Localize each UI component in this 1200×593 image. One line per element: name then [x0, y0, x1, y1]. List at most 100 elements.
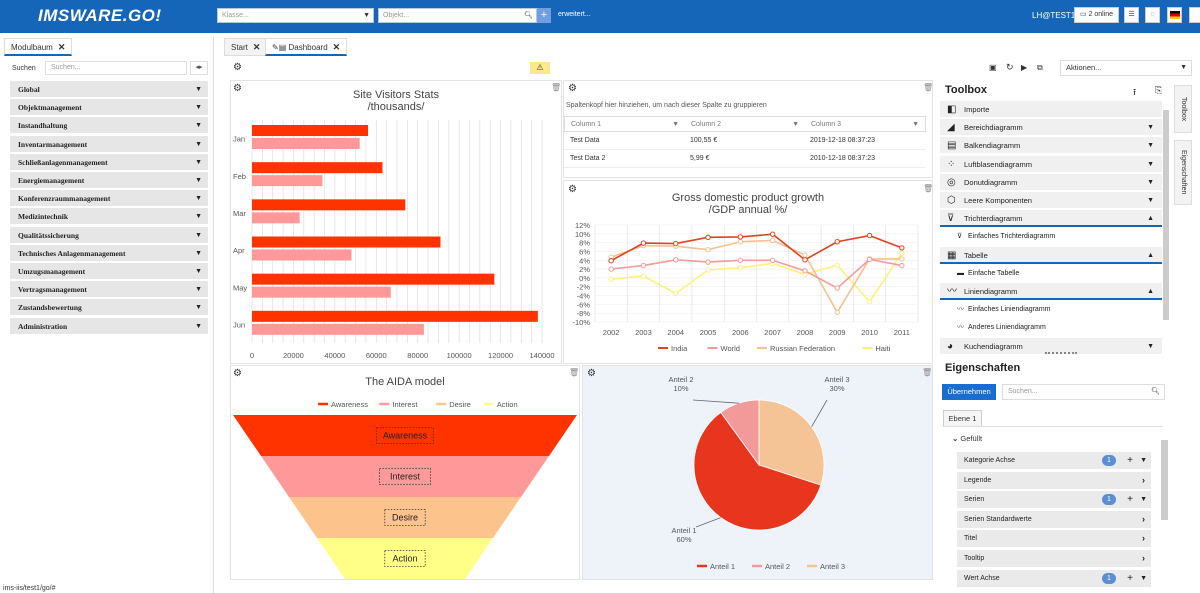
menu-item[interactable]: Objektmanagement ▼ — [10, 99, 208, 117]
chevron-up-icon[interactable]: ▲ — [1147, 288, 1154, 295]
chevron-down-icon[interactable]: ▼ — [1147, 178, 1154, 186]
data-point[interactable] — [899, 256, 905, 262]
data-point[interactable] — [802, 252, 808, 258]
upload-icon[interactable]: ⭱ — [1133, 87, 1137, 97]
delete-icon[interactable]: 🗑︎ — [923, 83, 934, 92]
property-item[interactable]: Legende › — [957, 471, 1151, 489]
data-point[interactable] — [899, 250, 905, 256]
legend-label[interactable]: Haiti — [875, 344, 890, 353]
series-line[interactable] — [611, 258, 903, 290]
tab-dashboard[interactable]: ✎▤ Dashboard ✕ — [265, 38, 348, 56]
menu-item[interactable]: Medizintechnik ▼ — [10, 208, 208, 226]
tab-properties-vertical[interactable]: Eigenschaften — [1174, 140, 1192, 205]
app-logo[interactable]: IMSWARE.GO! — [38, 6, 162, 26]
series-line[interactable] — [611, 252, 903, 304]
toolbox-item[interactable]: 〰 Liniendiagramm ▲ — [940, 283, 1162, 300]
tree-search-input[interactable]: Suchen... — [45, 61, 187, 75]
toolbox-subitem[interactable]: 〰 Einfaches Liniendiagramm — [940, 301, 1162, 319]
property-item[interactable]: Wert Achse 1 + ▼ — [957, 569, 1151, 587]
data-point[interactable] — [802, 257, 808, 263]
menu-item[interactable]: Vertragsmanagement ▼ — [10, 281, 208, 299]
tab-start[interactable]: Start ✕ — [224, 38, 268, 56]
chevron-right-icon[interactable]: › — [1142, 553, 1145, 563]
menu-item[interactable]: Inventarmanagement ▼ — [10, 135, 208, 153]
chevron-right-icon[interactable]: › — [1142, 533, 1145, 544]
data-point[interactable] — [769, 237, 776, 244]
chevron-up-icon[interactable]: ▲ — [1147, 215, 1154, 223]
data-point[interactable] — [705, 234, 711, 241]
toolbox-subitem[interactable]: ⊽ Einfaches Trichterdiagramm — [940, 228, 1162, 246]
data-point[interactable] — [705, 259, 711, 265]
panel-settings-icon[interactable]: ⚙ — [233, 83, 242, 94]
add-icon[interactable]: + — [1127, 572, 1133, 584]
toolbox-item[interactable]: ▦ Tabelle ▲ — [940, 246, 1162, 264]
toolbox-item[interactable]: ◎ Donutdiagramm ▼ — [940, 173, 1162, 191]
online-users-button[interactable]: ▭ 2 online — [1074, 7, 1119, 23]
filter-icon[interactable]: ▼ — [792, 121, 799, 128]
funnel-segment[interactable] — [289, 497, 521, 538]
data-point[interactable] — [705, 267, 711, 273]
chevron-down-icon[interactable]: ▼ — [1147, 342, 1154, 350]
advanced-link[interactable]: erweitert... — [558, 11, 591, 18]
toolbox-scrollbar[interactable] — [1163, 110, 1169, 320]
toolbox-item[interactable]: ◢ Bereichdiagramm ▼ — [940, 119, 1162, 137]
data-point[interactable] — [899, 262, 905, 269]
bar-series-a[interactable] — [252, 310, 538, 322]
more-button[interactable] — [1189, 7, 1200, 23]
table-row[interactable]: Test Data 100,55 € 2019-12-18 08:37:23 — [564, 132, 926, 150]
menu-item[interactable]: Konferenzraummanagement ▼ — [10, 190, 208, 208]
data-point[interactable] — [866, 299, 873, 305]
data-point[interactable] — [802, 268, 808, 274]
data-point[interactable] — [737, 257, 744, 263]
legend-label[interactable]: Desire — [449, 400, 471, 409]
funnel-segment[interactable] — [261, 456, 549, 497]
data-point[interactable] — [899, 245, 905, 251]
legend-label[interactable]: Anteil 3 — [820, 562, 845, 571]
close-icon[interactable]: ✕ — [57, 42, 66, 52]
object-input[interactable]: Objekt... 🔍︎ — [378, 8, 537, 23]
data-point[interactable] — [608, 258, 614, 264]
add-icon[interactable]: + — [1127, 455, 1133, 466]
add-button[interactable]: + — [537, 8, 551, 23]
property-item[interactable]: Serien 1 + ▼ — [957, 491, 1151, 509]
bar-series-a[interactable] — [252, 199, 406, 211]
data-point[interactable] — [673, 240, 679, 247]
dashboard-settings-icon[interactable]: ⚙ — [233, 62, 242, 73]
warning-icon[interactable]: ⚠ — [530, 62, 550, 74]
toolbox-item[interactable]: ⊽ Trichterdiagramm ▲ — [940, 210, 1162, 228]
panel-settings-icon[interactable]: ⚙ — [233, 368, 242, 379]
bar-series-a[interactable] — [252, 162, 383, 174]
bar-series-b[interactable] — [252, 212, 300, 224]
pie-slice[interactable] — [693, 411, 822, 531]
column-header[interactable]: Column 1 ▼ — [565, 117, 685, 131]
property-item[interactable]: Kategorie Achse 1 + ▼ — [957, 452, 1151, 469]
series-line[interactable] — [610, 239, 902, 314]
delete-icon[interactable]: 🗑︎ — [923, 184, 934, 193]
menu-item[interactable]: Schließanlagenmanagement ▼ — [10, 153, 208, 171]
data-point[interactable] — [866, 232, 873, 239]
menu-button[interactable]: ☰ — [1124, 7, 1139, 23]
panel-settings-icon[interactable]: ⚙ — [568, 83, 577, 94]
search-icon[interactable]: 🔍︎ — [524, 12, 533, 19]
legend-label[interactable]: India — [671, 344, 688, 353]
bar-series-a[interactable] — [252, 125, 368, 136]
toolbox-item[interactable]: ⬡ Leere Komponenten ▼ — [940, 192, 1162, 209]
filled-node[interactable]: ⌄ Gefüllt — [952, 434, 982, 443]
chevron-right-icon[interactable]: › — [1142, 474, 1145, 485]
menu-item[interactable]: Zustandsbewertung ▼ — [10, 299, 208, 317]
data-point[interactable] — [673, 290, 679, 297]
toolbox-subitem[interactable]: 〰 Anderes Liniendiagramm — [940, 319, 1162, 337]
legend-label[interactable]: Awareness — [331, 400, 368, 409]
properties-scrollbar[interactable] — [1161, 440, 1168, 520]
chevron-down-icon[interactable]: ▼ — [1147, 124, 1154, 132]
legend-label[interactable]: Russian Federation — [770, 344, 835, 353]
data-point[interactable] — [834, 285, 840, 291]
filter-icon[interactable]: ▼ — [912, 121, 919, 128]
data-point[interactable] — [640, 273, 647, 279]
paste-icon[interactable]: ⎘ — [1155, 85, 1163, 95]
column-header[interactable]: Column 3 ▼ — [805, 117, 925, 131]
toolbox-item[interactable]: ▤ Balkendiagramm ▼ — [940, 137, 1162, 155]
panel-settings-icon[interactable]: ⚙ — [587, 368, 596, 379]
save-icon[interactable]: ▣ — [989, 63, 997, 72]
bar-series-a[interactable] — [252, 236, 441, 248]
